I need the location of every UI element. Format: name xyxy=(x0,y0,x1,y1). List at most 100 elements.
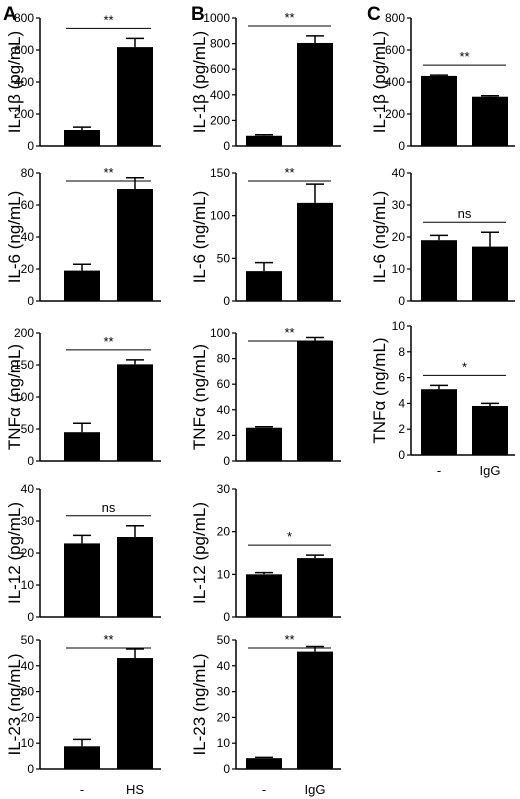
significance-label: ** xyxy=(284,10,294,25)
y-axis-label: IL-6 (ng/mL) xyxy=(5,191,24,284)
y-tick-label: 0 xyxy=(27,454,34,468)
panel-letter-a: A xyxy=(3,4,17,25)
category-label-a-1: HS xyxy=(126,782,144,797)
y-tick-label: 10 xyxy=(392,262,406,276)
y-axis-label: IL-12 (pg/mL) xyxy=(5,502,24,604)
y-tick-label: 40 xyxy=(217,659,231,673)
significance-label: ** xyxy=(284,165,294,180)
bar xyxy=(421,240,457,301)
y-tick-label: 20 xyxy=(21,546,35,560)
chart-c-0: 0 200 400 600 800 IL-1β (pg/mL) ** xyxy=(370,11,515,153)
y-tick-label: 0 xyxy=(398,139,405,153)
y-tick-label: 40 xyxy=(21,482,35,496)
y-tick-label: 0 xyxy=(27,762,34,776)
y-axis-label: IL-23 (ng/mL) xyxy=(5,653,24,755)
y-tick-label: 8 xyxy=(398,345,405,359)
y-tick-label: 40 xyxy=(21,230,35,244)
y-tick-label: 400 xyxy=(210,88,230,102)
significance-label: ** xyxy=(284,325,294,340)
bar xyxy=(297,558,333,617)
category-label-c-0: - xyxy=(437,463,441,478)
y-tick-label: 40 xyxy=(217,403,231,417)
y-axis-label: TNFα (ng/mL) xyxy=(5,344,24,450)
y-tick-label: 0 xyxy=(223,294,230,308)
y-tick-label: 30 xyxy=(217,482,231,496)
bar xyxy=(117,364,153,461)
y-axis-label: IL-1β (pg/mL) xyxy=(190,31,209,133)
y-tick-label: 0 xyxy=(223,762,230,776)
bar xyxy=(297,651,333,769)
category-label-a-0: - xyxy=(80,782,84,797)
y-tick-label: 0 xyxy=(223,610,230,624)
category-label-b-0: - xyxy=(262,782,266,797)
bar xyxy=(297,340,333,461)
y-axis-label: IL-6 (ng/mL) xyxy=(370,191,389,284)
significance-label: ns xyxy=(458,206,472,221)
bar xyxy=(472,96,508,146)
y-tick-label: 100 xyxy=(14,390,34,404)
y-tick-label: 400 xyxy=(385,75,405,89)
chart-a-0: 0 200 400 600 800 IL-1β (pg/mL) ** xyxy=(5,11,161,153)
y-tick-label: 20 xyxy=(217,710,231,724)
y-tick-label: 10 xyxy=(217,567,231,581)
bar xyxy=(472,246,508,301)
bar xyxy=(246,574,282,617)
significance-label: ** xyxy=(459,49,469,64)
bar xyxy=(117,537,153,617)
chart-b-4: 0 10 20 30 40 50 IL-23 (ng/mL) ** xyxy=(190,632,341,776)
y-axis-label: IL-23 (ng/mL) xyxy=(190,653,209,755)
y-tick-label: 20 xyxy=(21,710,35,724)
bar xyxy=(117,47,153,147)
y-axis-label: IL-12 (pg/mL) xyxy=(190,502,209,604)
y-tick-label: 4 xyxy=(398,396,405,410)
significance-label: ** xyxy=(284,632,294,647)
y-tick-label: 1000 xyxy=(203,11,230,25)
y-tick-label: 10 xyxy=(392,319,406,333)
y-tick-label: 30 xyxy=(217,685,231,699)
y-tick-label: 10 xyxy=(21,736,35,750)
y-tick-label: 800 xyxy=(210,37,230,51)
y-tick-label: 30 xyxy=(21,685,35,699)
y-tick-label: 400 xyxy=(14,75,34,89)
y-tick-label: 0 xyxy=(398,294,405,308)
y-tick-label: 200 xyxy=(210,113,230,127)
y-tick-label: 200 xyxy=(14,326,34,340)
y-tick-label: 0 xyxy=(27,294,34,308)
bar xyxy=(64,432,100,461)
significance-label: ** xyxy=(103,12,113,27)
category-label-b-1: IgG xyxy=(305,782,326,797)
y-tick-label: 0 xyxy=(223,139,230,153)
y-tick-label: 60 xyxy=(21,198,35,212)
y-tick-label: 50 xyxy=(21,633,35,647)
y-tick-label: 10 xyxy=(21,578,35,592)
bar xyxy=(64,270,100,301)
y-tick-label: 50 xyxy=(217,633,231,647)
chart-a-4: 0 10 20 30 40 50 IL-23 (ng/mL) ** xyxy=(5,632,161,776)
chart-a-3: 0 10 20 30 40 IL-12 (pg/mL) ns xyxy=(5,482,161,624)
bar xyxy=(64,746,100,769)
y-axis-label: IL-1β (pg/mL) xyxy=(5,31,24,133)
bar xyxy=(421,389,457,455)
y-tick-label: 20 xyxy=(217,525,231,539)
y-tick-label: 600 xyxy=(14,43,34,57)
y-tick-label: 200 xyxy=(385,107,405,121)
panel-letter-c: C xyxy=(367,4,381,25)
y-tick-label: 600 xyxy=(210,62,230,76)
y-axis-label: IL-1β (pg/mL) xyxy=(370,31,389,133)
panel-letter-b: B xyxy=(191,4,205,25)
y-tick-label: 50 xyxy=(21,422,35,436)
significance-label: * xyxy=(287,529,292,544)
y-tick-label: 10 xyxy=(217,736,231,750)
bar xyxy=(64,543,100,617)
y-tick-label: 30 xyxy=(392,198,406,212)
y-tick-label: 0 xyxy=(398,448,405,462)
bar xyxy=(297,202,333,301)
category-labels: - HS - IgG - IgG xyxy=(80,463,501,797)
y-axis-label: TNFα (ng/mL) xyxy=(370,337,389,443)
chart-b-3: 0 10 20 30 IL-12 (pg/mL) * xyxy=(190,482,341,624)
y-tick-label: 2 xyxy=(398,422,405,436)
y-axis-label: IL-6 (ng/mL) xyxy=(190,191,209,284)
